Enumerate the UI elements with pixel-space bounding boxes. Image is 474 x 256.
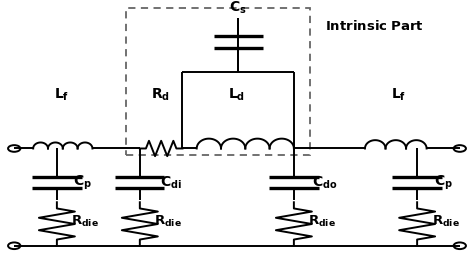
Bar [126, 8, 310, 155]
Text: $\mathbf{R_{die}}$: $\mathbf{R_{die}}$ [155, 214, 182, 229]
Text: $\mathbf{L_f}$: $\mathbf{L_f}$ [54, 87, 69, 103]
Text: $\mathbf{C_s}$: $\mathbf{C_s}$ [229, 0, 247, 16]
Text: $\mathbf{R_d}$: $\mathbf{R_d}$ [151, 87, 170, 103]
Text: $\mathbf{C_{di}}$: $\mathbf{C_{di}}$ [160, 175, 182, 191]
Text: $\mathbf{C_{do}}$: $\mathbf{C_{do}}$ [312, 175, 337, 191]
Text: $\mathbf{L_f}$: $\mathbf{L_f}$ [391, 87, 406, 103]
Text: $\mathbf{Intrinsic\ Part}$: $\mathbf{Intrinsic\ Part}$ [325, 19, 424, 33]
Text: $\mathbf{R_{die}}$: $\mathbf{R_{die}}$ [432, 214, 459, 229]
Text: $\mathbf{C_p}$: $\mathbf{C_p}$ [434, 174, 453, 192]
Text: $\mathbf{R_{die}}$: $\mathbf{R_{die}}$ [72, 214, 99, 229]
Text: $\mathbf{C_p}$: $\mathbf{C_p}$ [73, 174, 92, 192]
Text: $\mathbf{R_{die}}$: $\mathbf{R_{die}}$ [309, 214, 336, 229]
Text: $\mathbf{L_d}$: $\mathbf{L_d}$ [228, 87, 246, 103]
